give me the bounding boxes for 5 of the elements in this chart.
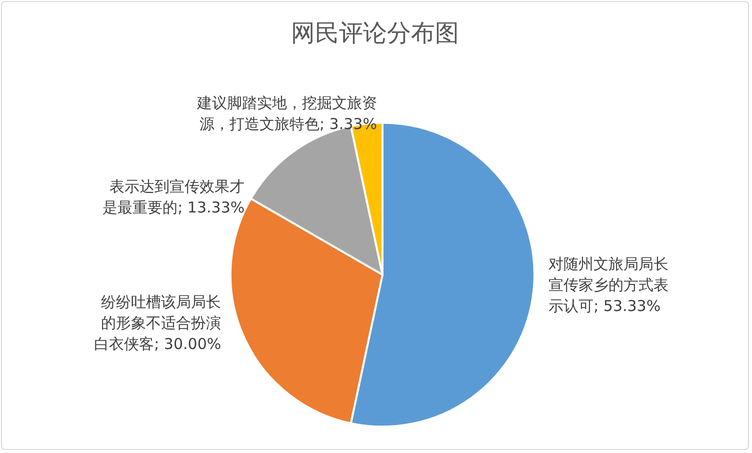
chart-title: 网民评论分布图	[291, 19, 459, 47]
slice-label: 建议脚踏实地，挖掘文旅资源，打造文旅特色; 3.33%	[196, 94, 377, 134]
slice-label: 纷纷吐槽该局局长的形象不适合扮演白衣侠客; 30.00%	[94, 292, 222, 353]
slice-label: 对随州文旅局局长宣传家乡的方式表示认可; 53.33%	[548, 255, 669, 316]
slice-label: 表示达到宣传效果才是最重要的; 13.33%	[102, 177, 245, 216]
